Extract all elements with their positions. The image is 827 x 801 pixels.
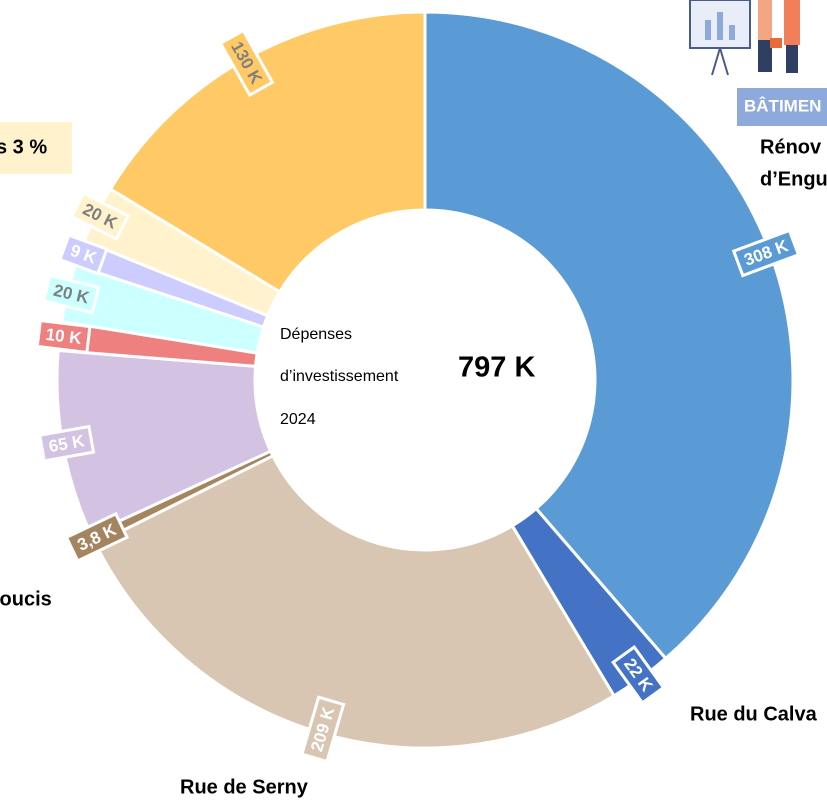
category-badge — [737, 88, 827, 126]
data-label-box — [42, 273, 101, 315]
annotation: Rue de Serny — [180, 776, 309, 798]
annotation: BÂTIMEN — [744, 96, 821, 115]
slice — [108, 10, 427, 294]
annotation-box — [0, 122, 72, 174]
slice — [423, 10, 795, 661]
annotation: d’Engu — [760, 168, 827, 190]
annotation: Rénov — [760, 136, 822, 158]
data-label: 20 K — [42, 273, 101, 315]
slice — [93, 453, 617, 750]
annotation: Rue du Calva — [690, 703, 818, 725]
center-text: d’investissement — [280, 368, 399, 385]
data-label-box — [64, 511, 130, 563]
center-text: 2024 — [280, 411, 316, 428]
center-text: Dépenses — [280, 326, 352, 343]
total-label: 797 K — [458, 352, 535, 384]
data-label-box — [35, 318, 92, 355]
data-label-box — [38, 424, 96, 463]
data-label-box — [218, 28, 275, 98]
data-label-box — [57, 233, 109, 276]
data-label-box — [611, 645, 666, 705]
illustration — [689, 0, 800, 76]
data-label-box — [300, 695, 346, 764]
data-label: 9 K — [57, 233, 109, 276]
annotation: s 3 % — [0, 136, 47, 158]
data-label-box — [69, 191, 131, 242]
data-label-text: 10 K — [45, 325, 84, 348]
data-label: 10 K — [35, 318, 92, 355]
annotation: loucis — [0, 588, 52, 610]
data-label-box — [731, 228, 801, 278]
data-label: 65 K — [38, 424, 96, 463]
